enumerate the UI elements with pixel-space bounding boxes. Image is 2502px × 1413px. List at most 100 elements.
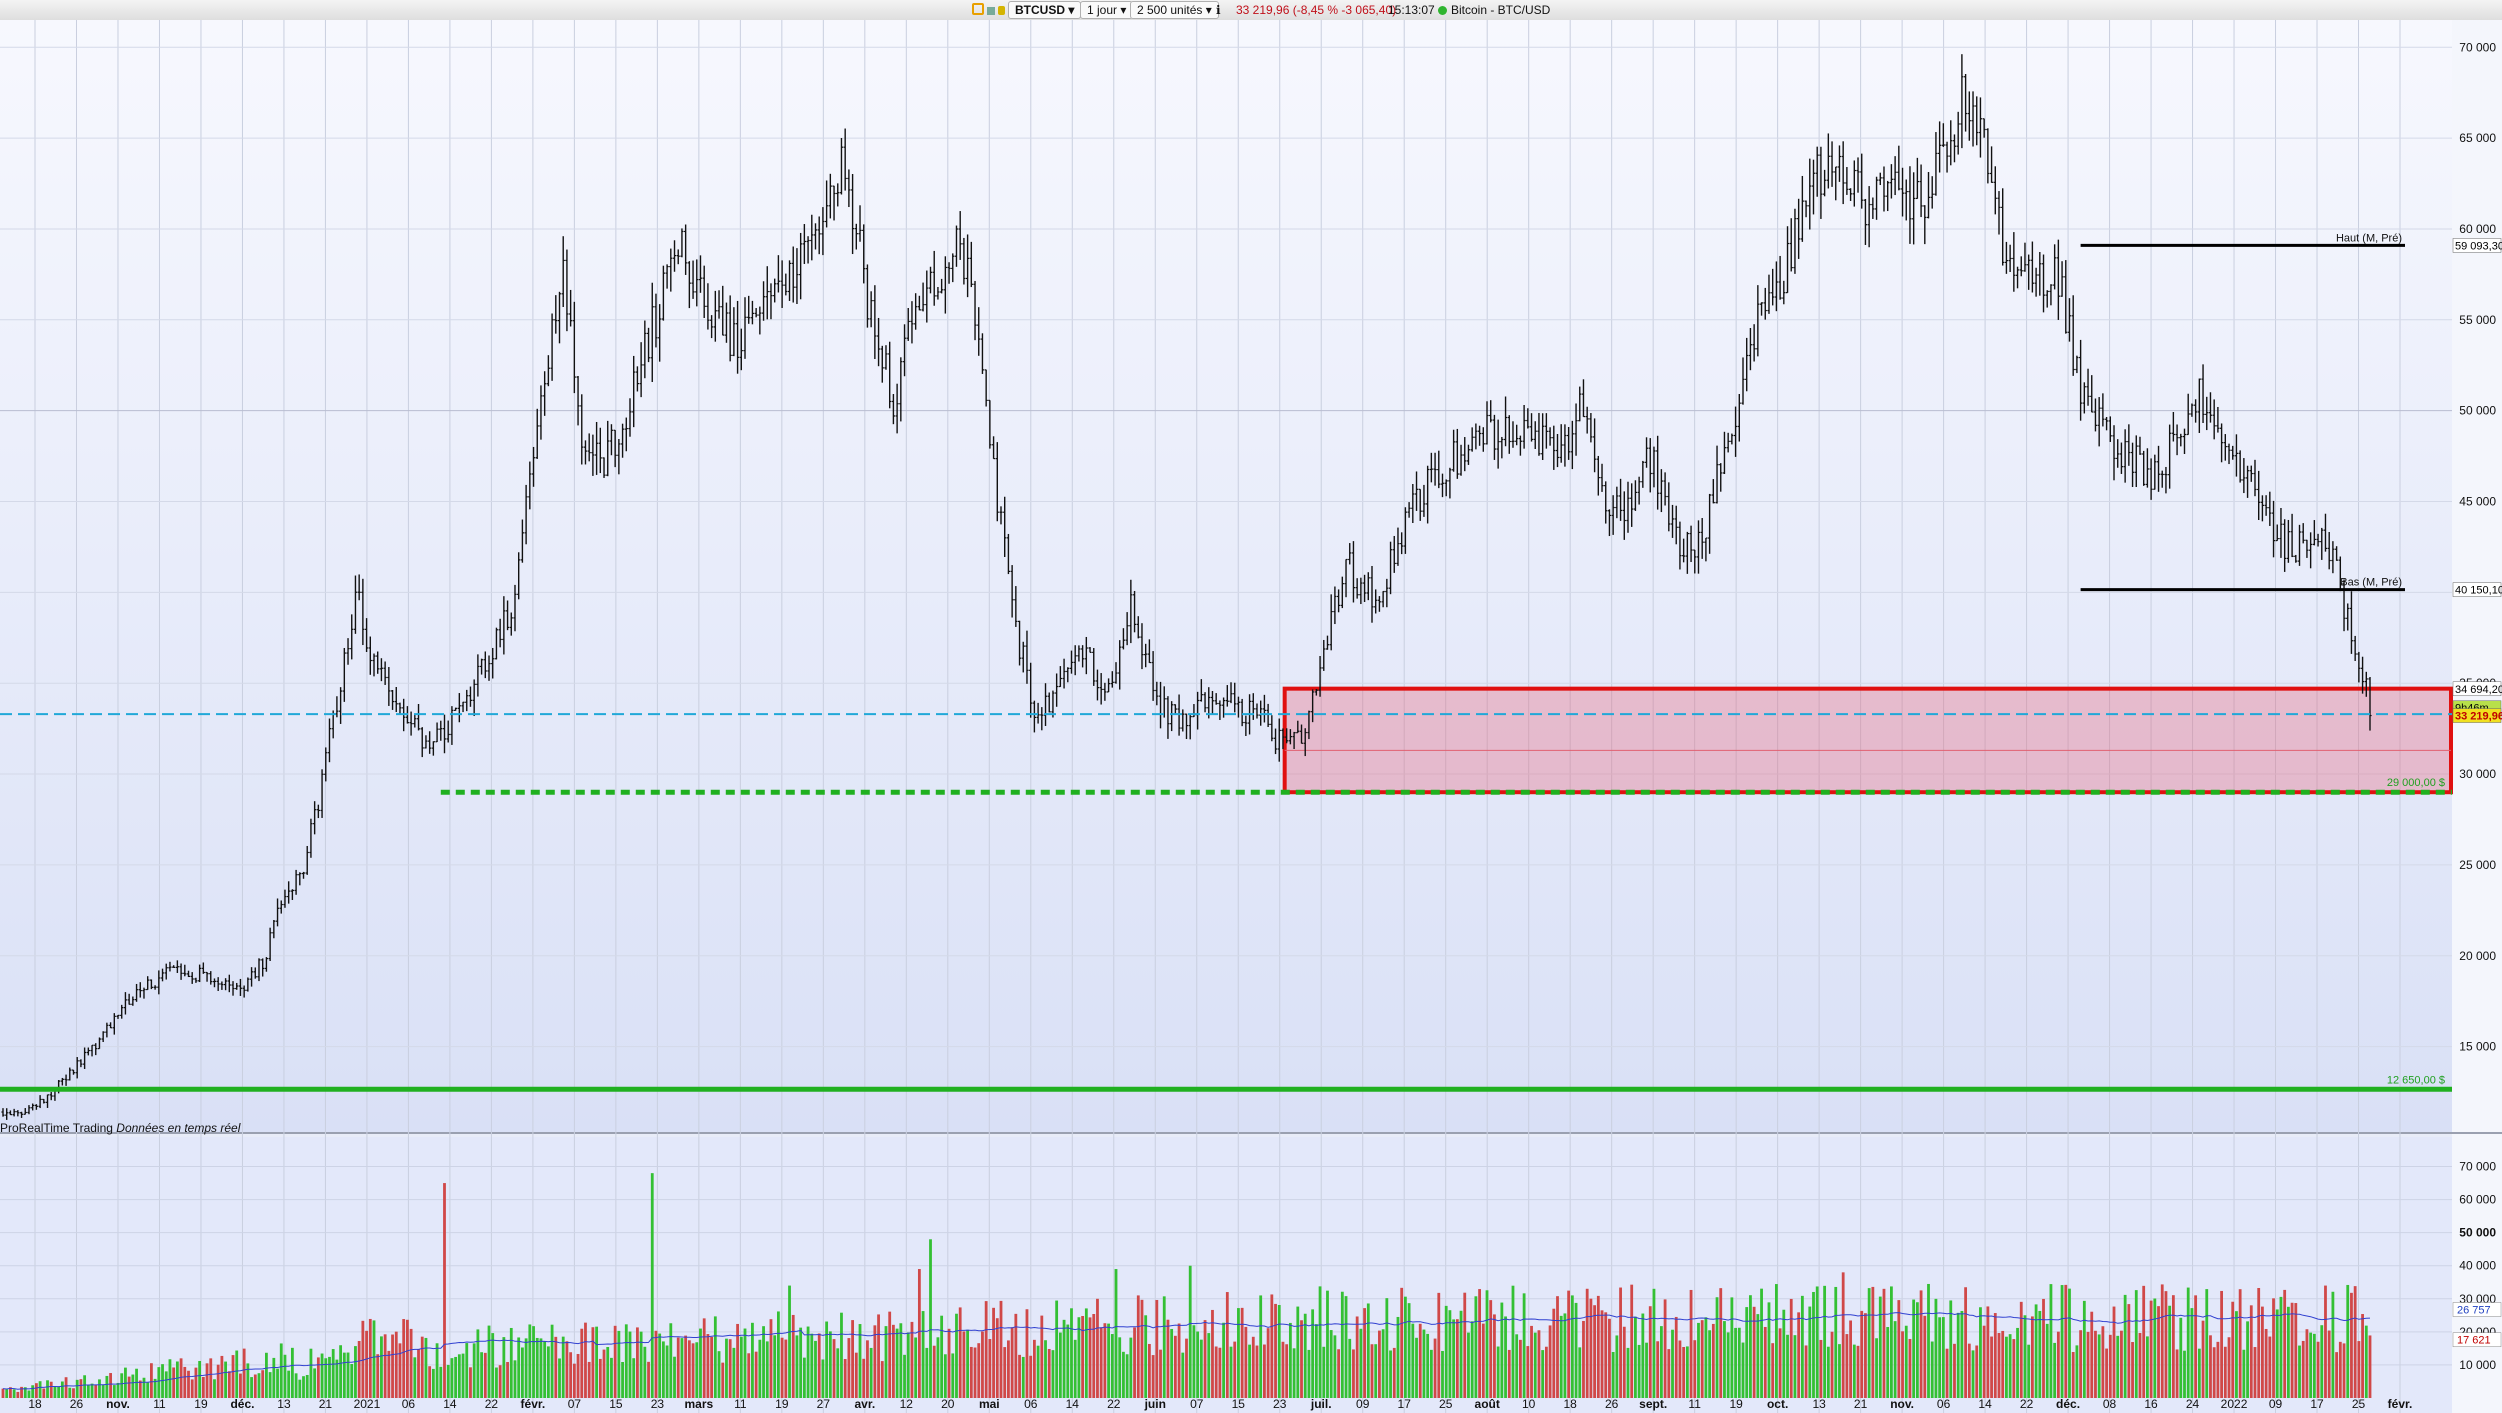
volume-bar [1151, 1355, 1155, 1398]
volume-bar [2179, 1317, 2183, 1398]
toolbar-icons[interactable] [972, 2, 1005, 18]
volume-bar [546, 1346, 550, 1398]
time-label: 14 [1066, 1397, 1080, 1411]
volume-bar [1277, 1305, 1281, 1398]
price-badge[interactable] [2452, 238, 2502, 253]
volume-bar [194, 1367, 198, 1398]
volume-bar [294, 1373, 298, 1398]
volume-bar [1544, 1346, 1548, 1398]
volume-bar [969, 1346, 973, 1398]
volume-bar [1741, 1342, 1745, 1398]
volume-bar [1199, 1339, 1203, 1398]
price-badge[interactable] [2452, 708, 2502, 723]
time-label: 19 [1729, 1397, 1743, 1411]
volume-bar [1418, 1323, 1422, 1398]
volume-bar [1329, 1330, 1333, 1398]
volume-series [1, 1173, 2372, 1398]
volume-bar [947, 1328, 951, 1398]
volume-badge[interactable] [2452, 1302, 2502, 1317]
volume-bar [1941, 1317, 1945, 1398]
volume-tick-label: 40 000 [2459, 1259, 2496, 1273]
volume-bar [981, 1331, 984, 1398]
symbol-selector[interactable]: BTCUSD ▾ [1008, 1, 1082, 19]
price-badge[interactable] [2452, 681, 2502, 697]
volume-bar [513, 1360, 517, 1398]
timeframe-selector[interactable]: 1 jour ▾ [1080, 1, 1134, 19]
volume-bar [1170, 1328, 1174, 1398]
volume-bar [1986, 1306, 1990, 1398]
volume-bar [2238, 1289, 2242, 1398]
volume-bar [1003, 1347, 1007, 1398]
volume-bar [1871, 1286, 1875, 1398]
volume-bar [1385, 1298, 1389, 1398]
volume-bar [2127, 1304, 2131, 1398]
volume-bar [2112, 1306, 2116, 1398]
volume-bar [224, 1361, 228, 1398]
volume-bar [428, 1366, 432, 1398]
volume-bar [1489, 1300, 1493, 1398]
volume-bar [1400, 1287, 1404, 1398]
volume-bar [2094, 1330, 2097, 1398]
volume-bar [1166, 1319, 1170, 1398]
low-level-label: Bas (M, Pré) [2340, 577, 2402, 589]
volume-bar [2235, 1311, 2238, 1398]
volume-bar [1237, 1308, 1240, 1398]
volume-bar [443, 1183, 446, 1398]
volume-bar [1092, 1313, 1096, 1398]
volume-bar [598, 1358, 602, 1398]
volume-bar [1240, 1307, 1244, 1398]
volume-bar [302, 1376, 305, 1398]
volume-bar [2183, 1350, 2186, 1398]
price-badge[interactable] [2452, 582, 2502, 597]
volume-bar [569, 1352, 573, 1398]
volume-bar [1088, 1317, 1092, 1398]
support-zone[interactable] [1282, 686, 2453, 795]
volume-bar [2194, 1295, 2198, 1398]
volume-bar [1841, 1272, 1845, 1398]
volume-bar [613, 1325, 617, 1398]
volume-bar [1455, 1319, 1459, 1398]
volume-bar [1815, 1286, 1819, 1398]
time-label: 07 [568, 1397, 582, 1411]
volume-bar [854, 1352, 858, 1398]
price-volume-chart[interactable]: Haut (M, Pré) Bas (M, Pré) 29 000,00 $ 12 6… [0, 20, 2502, 1413]
volume-bar [2294, 1303, 2298, 1398]
volume-bar [331, 1349, 335, 1398]
units-selector[interactable]: 2 500 unités ▾ [1130, 1, 1219, 19]
volume-bar [1140, 1299, 1144, 1398]
time-label: 17 [1398, 1397, 1412, 1411]
volume-bar [368, 1318, 372, 1398]
volume-bar [1378, 1330, 1381, 1398]
volume-bar [2123, 1294, 2127, 1398]
link-icon[interactable] [972, 3, 984, 15]
time-axis[interactable]: 18 26 nov. 11 19 déc. 13 21 2021 06 14 22 févr. 07 15 2… [28, 1397, 2412, 1411]
volume-bar [57, 1386, 61, 1398]
time-label: 13 [277, 1397, 291, 1411]
volume-bar [105, 1375, 109, 1398]
volume-bar [483, 1352, 487, 1398]
volume-bar [1904, 1325, 1908, 1398]
price-tick-label: 45 000 [2459, 495, 2496, 509]
volume-bar [1196, 1331, 1200, 1398]
square-icon[interactable] [987, 7, 995, 15]
volume-bar [1934, 1298, 1938, 1398]
support-zone-box[interactable] [1282, 686, 2453, 795]
volume-bar [391, 1334, 394, 1398]
volume-bar [1192, 1325, 1196, 1398]
volume-bar [973, 1347, 977, 1398]
volume-bar [851, 1320, 854, 1398]
lock-icon[interactable] [998, 6, 1005, 15]
level-lines[interactable]: Haut (M, Pré) Bas (M, Pré) 29 000,00 $ 12 6… [0, 232, 2452, 1092]
status-dot-icon [1438, 6, 1447, 15]
volume-badge[interactable] [2452, 1332, 2502, 1347]
info-icon[interactable]: ℹ [1216, 3, 1221, 17]
time-label: 2022 [2221, 1397, 2248, 1411]
time-label: 13 [1812, 1397, 1826, 1411]
volume-bar [146, 1382, 150, 1398]
volume-bar [72, 1388, 75, 1398]
volume-bar [1077, 1317, 1081, 1398]
volume-bar [1737, 1327, 1741, 1398]
volume-bar [2175, 1349, 2179, 1398]
